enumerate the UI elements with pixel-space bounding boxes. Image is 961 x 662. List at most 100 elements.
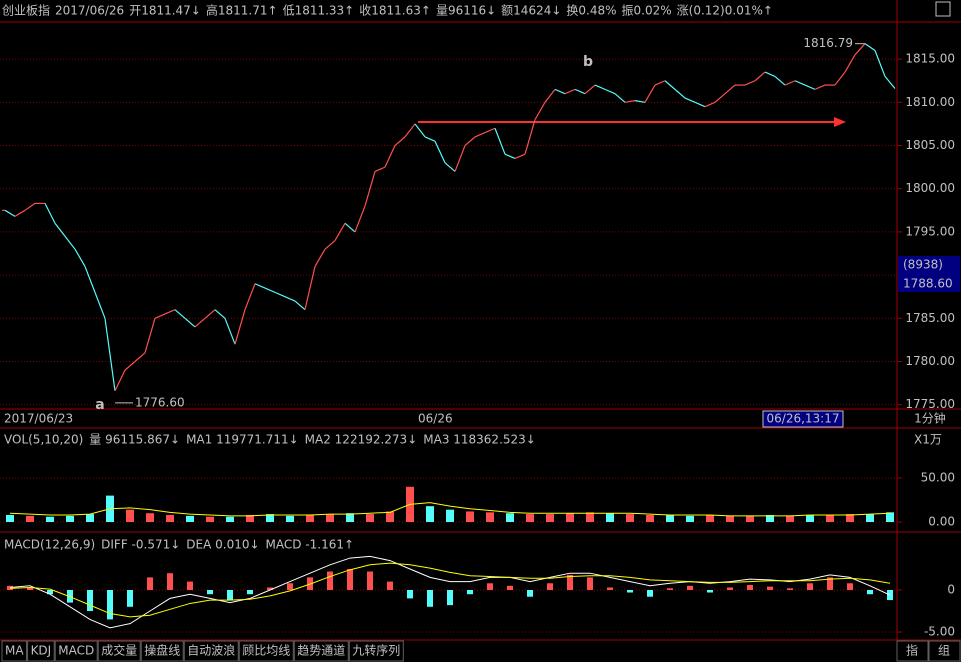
macd-bar: [387, 581, 393, 590]
y-tick-label: 1810.00: [905, 95, 955, 109]
tab[interactable]: 指: [906, 643, 918, 658]
price-segment: [354, 205, 366, 233]
y-tick-label: 0.00: [928, 515, 955, 529]
macd-bar: [167, 573, 173, 590]
tab[interactable]: MA: [5, 644, 24, 658]
price-segment: [144, 318, 156, 354]
macd-bar: [287, 583, 293, 590]
price-segment: [484, 127, 496, 134]
tab[interactable]: 成交量: [101, 643, 137, 658]
volume-bar: [746, 515, 754, 522]
tab[interactable]: 九转序列: [352, 643, 400, 658]
tab-border[interactable]: [348, 640, 404, 662]
volume-bar: [86, 514, 94, 522]
price-segment: [404, 123, 416, 138]
tab[interactable]: MACD: [58, 644, 94, 658]
price-segment: [54, 222, 66, 237]
price-segment: [284, 296, 296, 302]
volume-bar: [206, 516, 214, 522]
price-segment: [314, 248, 326, 267]
price-segment: [884, 76, 896, 89]
volume-bar: [886, 512, 894, 522]
cursor-label: (8938): [903, 258, 943, 272]
price-segment: [534, 102, 546, 120]
price-segment: [24, 202, 36, 211]
macd-bar: [447, 590, 453, 606]
price-segment: [364, 171, 376, 207]
macd-bar: [407, 590, 413, 599]
legend-item: 额14624↓: [501, 4, 561, 18]
tab[interactable]: 趋势通道: [297, 644, 345, 658]
macd-bar: [867, 590, 873, 595]
tab[interactable]: KDJ: [31, 644, 52, 658]
macd-bar: [207, 590, 213, 595]
price-segment: [594, 84, 606, 90]
price-segment: [414, 123, 426, 138]
volume-bar: [686, 515, 694, 522]
price-segment: [44, 203, 56, 224]
price-segment: [214, 309, 226, 319]
price-segment: [4, 209, 16, 217]
volume-bar: [846, 514, 854, 522]
tab-border[interactable]: [1, 640, 28, 662]
macd-bar: [87, 590, 93, 612]
price-segment: [264, 287, 276, 293]
tab-border[interactable]: [183, 640, 239, 662]
price-segment: [704, 101, 716, 108]
tab-border[interactable]: [54, 640, 98, 662]
volume-bar: [166, 514, 174, 522]
tab-border[interactable]: [140, 640, 184, 662]
tab-border[interactable]: [97, 640, 141, 662]
cursor-box: [898, 256, 960, 292]
tab-border[interactable]: [27, 640, 55, 662]
price-segment: [474, 132, 486, 138]
price-segment: [804, 84, 816, 90]
y-tick-label: 1800.00: [905, 181, 955, 195]
volume-bar: [586, 512, 594, 522]
y-tick-label: 1805.00: [905, 138, 955, 152]
volume-bar: [826, 514, 834, 522]
macd-bar: [327, 571, 333, 590]
volume-bar: [266, 514, 274, 522]
macd-bar: [27, 587, 33, 590]
price-segment: [374, 166, 386, 172]
window-button[interactable]: [935, 1, 951, 17]
price-segment: [834, 71, 846, 86]
cursor-time: 06/26,13:17: [767, 412, 840, 426]
legend-item: MA1 119771.711↓: [186, 433, 299, 447]
price-segment: [784, 80, 796, 86]
legend-item: MACD -1.161↑: [266, 538, 355, 552]
tab[interactable]: 组: [938, 644, 950, 658]
price-segment: [384, 145, 396, 168]
tab[interactable]: 顾比均线: [242, 644, 290, 658]
price-segment: [64, 235, 76, 250]
y-tick-label: 1785.00: [905, 311, 955, 325]
tab[interactable]: 自动波浪: [187, 643, 235, 658]
tab-border[interactable]: [293, 640, 349, 662]
price-segment: [724, 84, 736, 95]
volume-bar: [546, 514, 554, 522]
price-segment: [544, 89, 556, 103]
tab[interactable]: 操盘线: [144, 643, 180, 658]
arrow-head: [834, 117, 846, 127]
price-segment: [664, 80, 676, 90]
y-tick-label: -5.00: [924, 625, 955, 639]
volume-bar: [386, 511, 394, 522]
macd-bar: [707, 590, 713, 593]
tab-border[interactable]: [238, 640, 294, 662]
macd-bar: [627, 590, 633, 593]
volume-bar: [426, 506, 434, 522]
macd-bar: [227, 590, 233, 601]
macd-bar: [567, 574, 573, 590]
value-label: 1816.79: [803, 36, 853, 50]
period: 1分钟: [914, 411, 946, 426]
volume-bar: [606, 513, 614, 522]
tab-border[interactable]: [928, 640, 961, 662]
price-segment: [864, 43, 876, 52]
price-segment: [294, 300, 306, 311]
price-segment: [104, 318, 116, 391]
price-segment: [454, 145, 466, 172]
volume-bar: [466, 511, 474, 522]
tab-border[interactable]: [896, 640, 929, 662]
